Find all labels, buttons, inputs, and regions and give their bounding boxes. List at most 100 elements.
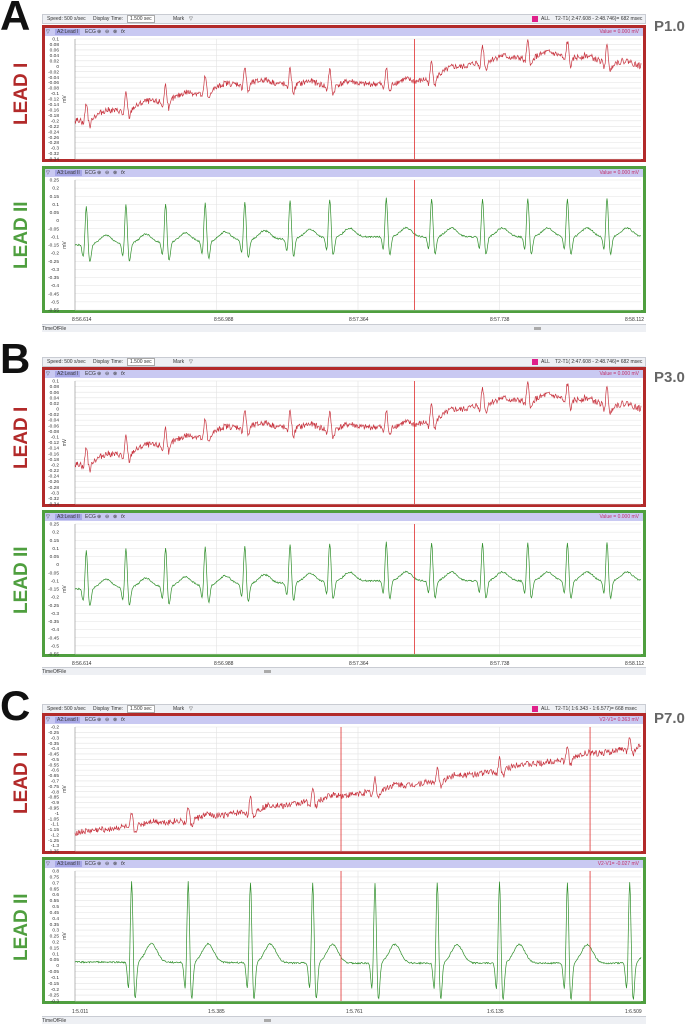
zoom-in-icon[interactable]: ⊕: [97, 170, 102, 176]
y-tick-label: -0.35: [48, 741, 59, 747]
y-tick-label: -1: [55, 811, 60, 817]
channel-header: ▽ A3:Lead II ECG ⊕ ⊖ ⊗ fx Value = 0.000 …: [45, 513, 643, 521]
zoom-out-icon[interactable]: ⊖: [105, 861, 110, 867]
channel-name[interactable]: A3:Lead II: [55, 861, 82, 867]
channel-name[interactable]: A2:Lead I: [55, 717, 81, 723]
ecg-plot: 0.80.750.70.650.60.550.50.450.40.350.30.…: [48, 869, 642, 1005]
y-tick-label: -0.18: [48, 457, 59, 463]
zoom-in-icon[interactable]: ⊕: [97, 861, 102, 867]
y-tick-label: -0.25: [48, 993, 59, 999]
ecg-plot: 0.10.080.060.040.020-0.02-0.04-0.06-0.08…: [48, 379, 642, 508]
y-tick-label: -1.3: [51, 843, 60, 849]
zoom-out-icon[interactable]: ⊖: [105, 29, 110, 35]
all-color-swatch[interactable]: [532, 16, 538, 22]
all-color-swatch[interactable]: [532, 359, 538, 365]
channel-type: ECG: [85, 29, 96, 35]
y-tick-label: -0.26: [48, 479, 59, 485]
channel-menu-icon[interactable]: ▽: [46, 861, 50, 867]
panel-label: P7.0: [654, 710, 685, 727]
mark-button[interactable]: Mark: [173, 16, 185, 22]
zoom-out-icon[interactable]: ⊖: [105, 514, 110, 520]
scrollbar-thumb[interactable]: [264, 1019, 271, 1022]
zoom-fit-icon[interactable]: ⊗: [113, 170, 118, 176]
scrollbar-thumb[interactable]: [534, 327, 541, 330]
zoom-in-icon[interactable]: ⊕: [97, 717, 102, 723]
y-axis-unit: mV: [62, 585, 68, 593]
function-icon[interactable]: fx: [121, 371, 125, 377]
y-tick-label: 0: [56, 562, 59, 568]
scrollbar-thumb[interactable]: [264, 670, 271, 673]
y-tick-label: -1.1: [51, 822, 60, 828]
chevron-down-icon[interactable]: ▽: [189, 359, 193, 365]
y-tick-label: -0.3: [51, 611, 60, 617]
y-tick-label: -0.08: [48, 86, 59, 92]
y-tick-label: -0.22: [48, 124, 59, 130]
zoom-fit-icon[interactable]: ⊗: [113, 29, 118, 35]
function-icon[interactable]: fx: [121, 514, 125, 520]
y-tick-label: -0.26: [48, 135, 59, 141]
y-tick-label: -0.02: [48, 412, 59, 418]
speed-text: Speed: 500 s/sec: [47, 706, 86, 712]
y-tick-label: 0.25: [50, 522, 60, 528]
zoom-in-icon[interactable]: ⊕: [97, 514, 102, 520]
y-tick-label: -0.15: [48, 243, 59, 249]
y-tick-label: -0.32: [48, 151, 59, 157]
y-tick-label: 0.08: [50, 42, 60, 48]
time-tick-label: 8:56.988: [214, 317, 234, 323]
zoom-out-icon[interactable]: ⊖: [105, 170, 110, 176]
chevron-down-icon[interactable]: ▽: [189, 706, 193, 712]
function-icon[interactable]: fx: [121, 170, 125, 176]
y-tick-label: -0.3: [51, 999, 60, 1005]
channel-menu-icon[interactable]: ▽: [46, 514, 50, 520]
zoom-fit-icon[interactable]: ⊗: [113, 371, 118, 377]
channel-menu-icon[interactable]: ▽: [46, 29, 50, 35]
channel-name[interactable]: A2:Lead I: [55, 371, 81, 377]
y-tick-label: 0.05: [50, 957, 60, 963]
function-icon[interactable]: fx: [121, 29, 125, 35]
channel-name[interactable]: A2:Lead I: [55, 29, 81, 35]
display-time-input[interactable]: 1.500 sec: [127, 358, 155, 366]
y-tick-label: -0.08: [48, 429, 59, 435]
channel-menu-icon[interactable]: ▽: [46, 170, 50, 176]
y-tick-label: -0.18: [48, 113, 59, 119]
time-of-file-label: TimeOfFile: [42, 669, 67, 675]
channel-menu-icon[interactable]: ▽: [46, 371, 50, 377]
y-tick-label: -0.28: [48, 140, 59, 146]
all-color-swatch[interactable]: [532, 706, 538, 712]
y-tick-label: -0.28: [48, 485, 59, 491]
zoom-in-icon[interactable]: ⊕: [97, 29, 102, 35]
y-tick-label: 0.1: [52, 379, 59, 385]
zoom-in-icon[interactable]: ⊕: [97, 371, 102, 377]
ecg-trace: [74, 197, 641, 262]
display-time-input[interactable]: 1.500 sec: [127, 15, 155, 23]
display-time-input[interactable]: 1.500 sec: [127, 705, 155, 713]
zoom-fit-icon[interactable]: ⊗: [113, 861, 118, 867]
lead-label: LEAD II: [11, 546, 32, 614]
y-tick-label: 0.6: [52, 892, 59, 898]
y-tick-label: -0.2: [51, 251, 60, 257]
toolbar: Speed: 500 s/sec Display Time: 1.500 sec…: [42, 14, 646, 24]
chevron-down-icon[interactable]: ▽: [189, 16, 193, 22]
zoom-out-icon[interactable]: ⊖: [105, 717, 110, 723]
mark-button[interactable]: Mark: [173, 706, 185, 712]
zoom-fit-icon[interactable]: ⊗: [113, 514, 118, 520]
function-icon[interactable]: fx: [121, 861, 125, 867]
channel-menu-icon[interactable]: ▽: [46, 717, 50, 723]
channel-name[interactable]: A3:Lead II: [55, 514, 82, 520]
channel-value: Value = 0.000 mV: [599, 514, 639, 520]
channel-name[interactable]: A3:Lead II: [55, 170, 82, 176]
time-tick-label: 8:57.364: [349, 317, 369, 323]
function-icon[interactable]: fx: [121, 717, 125, 723]
y-tick-label: -0.95: [48, 805, 59, 811]
y-tick-label: -0.32: [48, 496, 59, 502]
panel-label: P3.0: [654, 369, 685, 386]
y-tick-label: 0.75: [50, 875, 60, 881]
y-tick-label: 0.5: [52, 904, 59, 910]
zoom-fit-icon[interactable]: ⊗: [113, 717, 118, 723]
time-tick-label: 8:56.614: [72, 661, 92, 667]
mark-button[interactable]: Mark: [173, 359, 185, 365]
zoom-out-icon[interactable]: ⊖: [105, 371, 110, 377]
y-tick-label: -0.1: [51, 578, 60, 584]
channel-value: Value = 0.000 mV: [599, 170, 639, 176]
lead-label: LEAD I: [11, 751, 32, 814]
